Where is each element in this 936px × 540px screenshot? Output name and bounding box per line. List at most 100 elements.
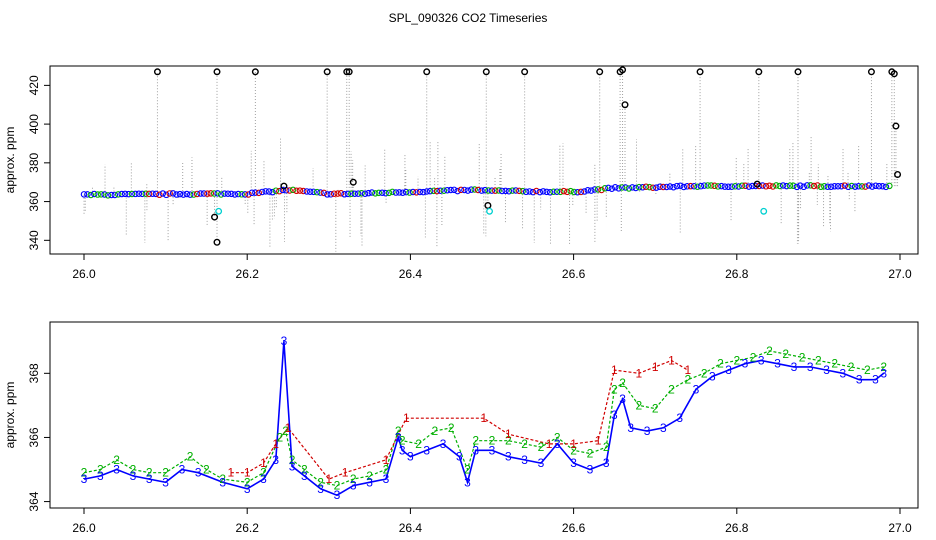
series-marker-1: 1 [342, 466, 349, 480]
data-point [611, 184, 619, 191]
data-point [639, 184, 646, 191]
data-point [875, 182, 883, 190]
data-point [704, 182, 712, 189]
series-marker-2: 2 [815, 353, 822, 367]
data-point [121, 190, 129, 198]
series-marker-2: 2 [831, 357, 838, 371]
data-point [721, 183, 729, 190]
data-point [495, 187, 502, 194]
data-point [193, 190, 201, 198]
series-marker-2: 2 [301, 463, 308, 477]
series-marker-3: 3 [489, 443, 496, 457]
data-point [697, 182, 705, 190]
series-marker-3: 3 [281, 334, 288, 348]
x-tick-label: 26.0 [72, 267, 96, 281]
series-marker-2: 2 [289, 453, 296, 467]
series-marker-2: 2 [162, 466, 169, 480]
data-point [180, 191, 187, 198]
data-point [272, 187, 280, 194]
cyan-point [760, 207, 768, 215]
series-marker-2: 2 [717, 357, 724, 371]
series-marker-2: 2 [570, 443, 577, 457]
data-point [330, 190, 338, 197]
data-point [550, 188, 557, 196]
data-point [420, 188, 427, 196]
series-marker-3: 3 [644, 424, 651, 438]
data-point [450, 186, 458, 194]
data-point [663, 183, 670, 191]
data-point [80, 191, 88, 198]
series-marker-3: 3 [146, 472, 153, 486]
data-point [444, 186, 451, 194]
series-marker-2: 2 [668, 382, 675, 396]
data-point [430, 187, 437, 195]
series-marker-1: 1 [546, 437, 553, 451]
data-point [238, 191, 245, 198]
series-marker-3: 3 [260, 472, 267, 486]
data-point [714, 183, 722, 190]
series-marker-2: 2 [130, 463, 137, 477]
data-point [156, 191, 163, 199]
data-point [351, 190, 358, 198]
series-marker-3: 3 [219, 475, 226, 489]
series-marker-3: 3 [366, 475, 373, 489]
series-marker-2: 2 [603, 440, 610, 454]
top-panel: approx. ppm 26.0 26.2 26.4 26.6 26.8 27.0 340… [3, 65, 919, 281]
data-point [221, 190, 228, 197]
data-point [337, 190, 345, 197]
series-marker-3: 3 [627, 421, 634, 435]
data-point [200, 190, 208, 197]
data-point [694, 183, 701, 191]
outlier-point [753, 180, 761, 188]
data-point [872, 182, 879, 190]
data-point [262, 188, 269, 195]
data-point [807, 182, 814, 189]
data-point [656, 183, 664, 190]
data-point [886, 182, 893, 190]
series-marker-3: 3 [570, 456, 577, 470]
data-point [831, 183, 838, 190]
data-point [108, 191, 115, 199]
data-point [735, 183, 742, 190]
data-point [728, 183, 735, 190]
data-point [317, 189, 324, 196]
series-marker-3: 3 [619, 392, 626, 406]
series-marker-2: 2 [448, 421, 455, 435]
series-marker-3: 3 [758, 353, 765, 367]
data-point [529, 188, 537, 196]
data-point [752, 182, 759, 190]
series-marker-1: 1 [403, 411, 410, 425]
data-point [827, 183, 835, 190]
series-marker-3: 3 [317, 482, 324, 496]
top-x-axis: 26.0 26.2 26.4 26.6 26.8 27.0 [72, 254, 912, 281]
data-point [447, 186, 454, 194]
series-marker-3: 3 [603, 456, 610, 470]
data-point [416, 188, 424, 196]
series-marker-3: 3 [856, 373, 863, 387]
outlier-point [482, 68, 490, 76]
data-point [385, 189, 393, 197]
data-point [248, 189, 256, 197]
data-point [858, 183, 866, 190]
data-point [115, 191, 122, 198]
series-line-1 [230, 359, 689, 480]
series-marker-1: 1 [570, 437, 577, 451]
series-marker-1: 1 [611, 363, 618, 377]
data-point [539, 188, 547, 195]
outlier-point [343, 68, 351, 76]
x-tick-label: 26.8 [725, 267, 749, 281]
data-point [128, 190, 136, 198]
data-point [454, 187, 461, 195]
data-point [594, 186, 602, 193]
data-point [731, 183, 739, 190]
data-point [543, 188, 550, 196]
data-point [584, 187, 592, 194]
series-marker-3: 3 [538, 456, 545, 470]
data-point [190, 191, 197, 198]
outlier-point [867, 68, 875, 76]
data-point [557, 188, 564, 196]
series-marker-3: 3 [880, 366, 887, 380]
series-marker-1: 1 [636, 366, 643, 380]
series-marker-3: 3 [840, 366, 847, 380]
